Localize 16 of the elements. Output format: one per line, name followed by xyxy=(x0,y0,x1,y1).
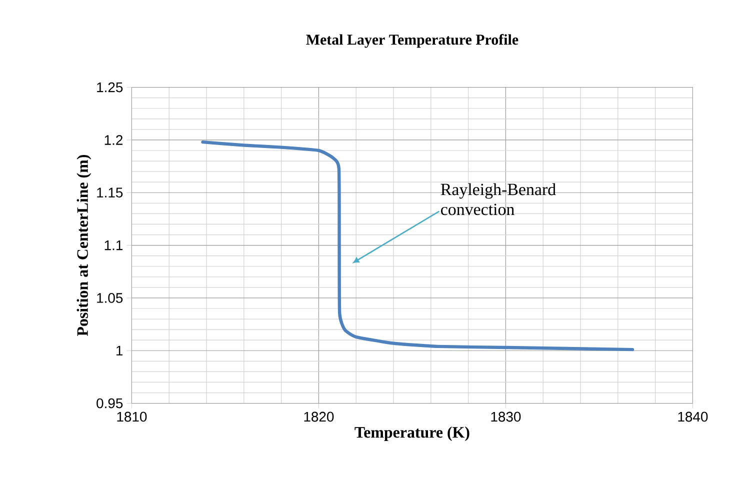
x-tick-label: 1810 xyxy=(117,412,147,422)
line-series xyxy=(201,140,634,352)
x-axis-title: Temperature (K) xyxy=(354,426,470,441)
annotation: Rayleigh-Benard convection xyxy=(440,183,556,216)
x-tick-label: 1830 xyxy=(491,412,521,422)
x-tick-label: 1820 xyxy=(304,412,334,422)
y-tick-label: 1.05 xyxy=(97,293,123,303)
y-tick-label: 1.25 xyxy=(97,82,123,92)
y-tick-label: 1.1 xyxy=(104,240,123,250)
y-tick-label: 1.15 xyxy=(97,188,123,198)
y-axis-title: Position at CenterLine (m) xyxy=(76,155,92,336)
y-tick-label: 0.95 xyxy=(96,398,123,408)
y-tick-label: 1.2 xyxy=(104,135,122,145)
x-tick-label: 1840 xyxy=(678,412,708,422)
chart-title: Metal Layer Temperature Profile xyxy=(306,34,518,48)
y-tick-label: 1 xyxy=(116,346,123,356)
